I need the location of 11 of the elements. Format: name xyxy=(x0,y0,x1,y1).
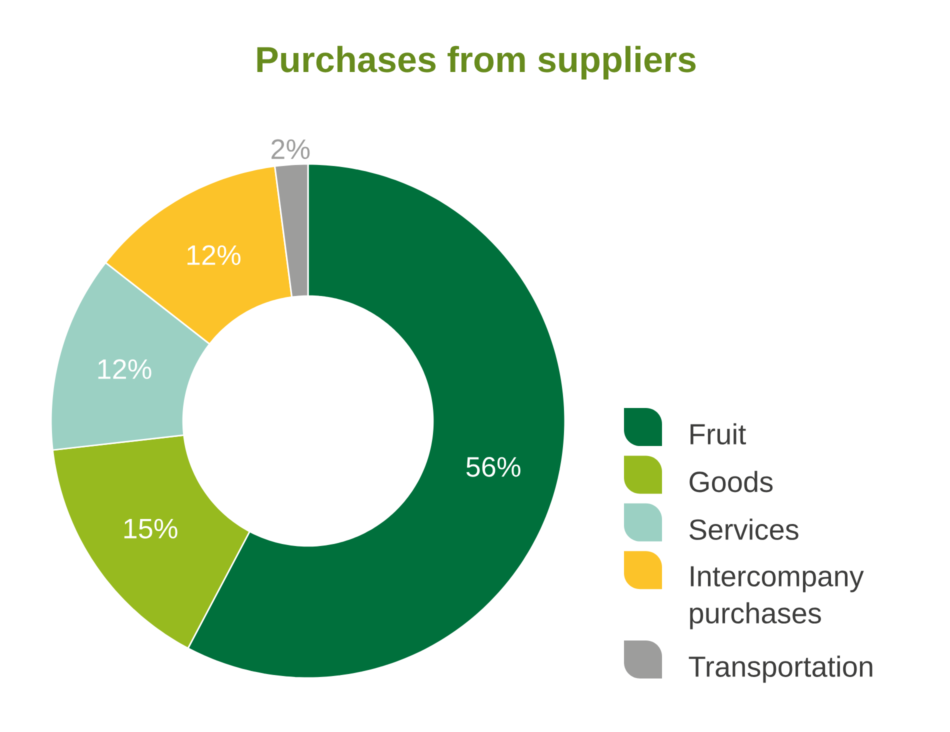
data-label: 15% xyxy=(124,518,178,539)
data-label: 12% xyxy=(188,245,240,265)
chart-title: Purchases from suppliers xyxy=(257,46,696,80)
data-label: 56% xyxy=(466,457,520,477)
legend-label: Services xyxy=(690,518,798,540)
data-label: 2% xyxy=(272,139,310,159)
legend-label: Intercompany purchases xyxy=(690,566,864,630)
data-label: 12% xyxy=(98,359,152,379)
legend-label: Goods xyxy=(690,470,773,492)
legend-label: Fruit xyxy=(690,423,746,444)
legend-label: Transportation xyxy=(688,656,872,683)
